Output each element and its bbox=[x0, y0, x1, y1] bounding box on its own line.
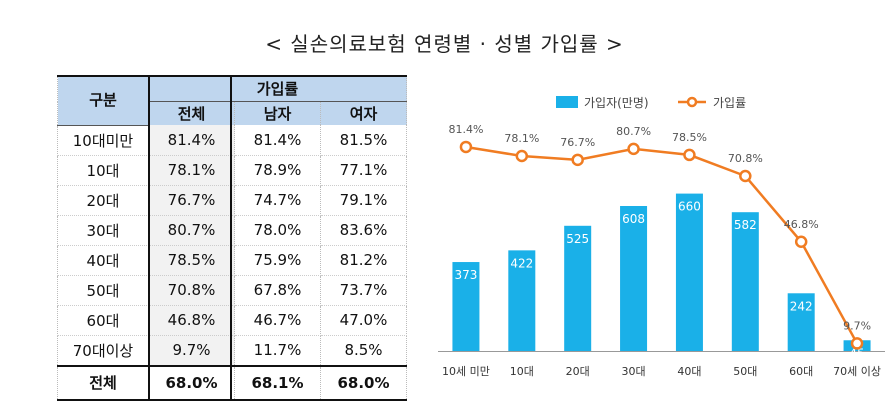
row-label: 60대 bbox=[57, 305, 149, 336]
rate-point bbox=[850, 337, 864, 350]
rate-data-label: 70.8% bbox=[728, 152, 763, 165]
cell-male: 78.9% bbox=[234, 155, 321, 186]
row-label: 50대 bbox=[57, 275, 149, 306]
legend-bar-swatch bbox=[556, 96, 578, 108]
rate-data-label: 9.7% bbox=[843, 319, 871, 332]
cell-male: 68.1% bbox=[234, 364, 321, 399]
bar bbox=[508, 250, 536, 351]
cell-male: 11.7% bbox=[234, 335, 321, 366]
rate-line bbox=[465, 145, 859, 345]
row-label: 40대 bbox=[57, 245, 149, 276]
cell-male: 67.8% bbox=[234, 275, 321, 306]
cell-female: 73.7% bbox=[320, 275, 407, 306]
rate-point bbox=[459, 140, 473, 154]
cell-total: 81.4% bbox=[148, 125, 235, 156]
table-total-row: 전체 68.0% 68.1% 68.0% bbox=[57, 364, 407, 399]
table-row: 30대 80.7% 78.0% 83.6% bbox=[57, 215, 407, 246]
bar bbox=[731, 212, 759, 351]
rate-data-label: 81.4% bbox=[448, 123, 483, 136]
rate-data-label: 46.8% bbox=[784, 218, 819, 231]
cell-female: 81.5% bbox=[320, 125, 407, 156]
row-label: 20대 bbox=[57, 185, 149, 216]
x-tick-label: 20대 bbox=[566, 365, 590, 378]
table-row: 60대 46.8% 46.7% 47.0% bbox=[57, 305, 407, 336]
group-header: 구분 bbox=[57, 75, 149, 126]
cell-female: 68.0% bbox=[320, 364, 407, 399]
page-title: < 실손의료보험 연령별 · 성별 가입률 > bbox=[265, 32, 624, 56]
cell-male: 74.7% bbox=[234, 185, 321, 216]
col-header-female: 여자 bbox=[320, 101, 407, 125]
cell-male: 81.4% bbox=[234, 125, 321, 156]
cell-total: 78.5% bbox=[148, 245, 235, 276]
row-label: 70대이상 bbox=[57, 335, 149, 366]
cell-male: 46.7% bbox=[234, 305, 321, 336]
bar bbox=[452, 262, 480, 351]
rate-point bbox=[683, 148, 696, 162]
rate-data-label: 80.7% bbox=[616, 125, 651, 138]
x-tick-label: 30대 bbox=[622, 365, 646, 378]
enrollment-rate-table: 구분 가입률 전체 남자 여자 10대미만 81.4% 81.4% 81.5% 10대 7… bbox=[57, 75, 407, 399]
table-row: 40대 78.5% 75.9% 81.2% bbox=[57, 245, 407, 276]
rate-data-label: 78.1% bbox=[504, 132, 539, 145]
legend-bar-label: 가입자(만명) bbox=[584, 96, 649, 110]
bar-data-label: 525 bbox=[566, 232, 589, 246]
cell-total: 70.8% bbox=[148, 275, 235, 306]
cell-female: 83.6% bbox=[320, 215, 407, 246]
x-tick-label: 70세 이상 bbox=[833, 365, 881, 378]
row-label: 30대 bbox=[57, 215, 149, 246]
bar-data-label: 45 bbox=[849, 346, 864, 360]
cell-total: 76.7% bbox=[148, 185, 235, 216]
rate-data-label: 76.7% bbox=[560, 136, 595, 149]
cell-total: 46.8% bbox=[148, 305, 235, 336]
rate-point bbox=[571, 153, 584, 167]
x-tick-label: 50대 bbox=[733, 365, 757, 378]
table-row: 10대 78.1% 78.9% 77.1% bbox=[57, 155, 407, 186]
row-label: 전체 bbox=[57, 364, 149, 399]
cell-female: 81.2% bbox=[320, 245, 407, 276]
rate-data-label: 78.5% bbox=[672, 131, 707, 144]
row-label: 10대 bbox=[57, 155, 149, 186]
x-tick-label: 40대 bbox=[677, 365, 701, 378]
bar bbox=[564, 225, 592, 351]
cell-female: 8.5% bbox=[320, 335, 407, 366]
cell-male: 78.0% bbox=[234, 215, 321, 246]
bar bbox=[787, 293, 815, 351]
legend-line-label: 가입률 bbox=[713, 96, 746, 110]
cell-total: 78.1% bbox=[148, 155, 235, 186]
cell-female: 47.0% bbox=[320, 305, 407, 336]
legend-line-marker bbox=[686, 96, 698, 108]
bar-data-label: 422 bbox=[510, 256, 533, 270]
rate-point bbox=[794, 235, 808, 249]
bar-data-label: 582 bbox=[734, 218, 757, 232]
enrollment-chart: 가입자(만명) 가입률 373 422 525 608 660 582 242 45 10세 미만 1… bbox=[438, 96, 885, 378]
bar bbox=[675, 193, 703, 351]
bar-data-label: 660 bbox=[678, 200, 701, 214]
x-tick-label: 60대 bbox=[789, 365, 813, 378]
x-tick-label: 10대 bbox=[510, 365, 534, 378]
cell-total: 80.7% bbox=[148, 215, 235, 246]
bar-data-label: 608 bbox=[622, 212, 645, 226]
bar-data-label: 373 bbox=[454, 268, 477, 282]
cell-total: 9.7% bbox=[148, 335, 235, 366]
cell-female: 77.1% bbox=[320, 155, 407, 186]
col-header-male: 남자 bbox=[234, 101, 321, 125]
rate-point bbox=[627, 142, 640, 156]
bar bbox=[620, 206, 648, 351]
cell-total: 68.0% bbox=[148, 364, 235, 399]
table-row: 10대미만 81.4% 81.4% 81.5% bbox=[57, 125, 407, 156]
x-tick-label: 10세 미만 bbox=[442, 365, 490, 378]
cell-male: 75.9% bbox=[234, 245, 321, 276]
table-row: 50대 70.8% 67.8% 73.7% bbox=[57, 275, 407, 306]
row-label: 10대미만 bbox=[57, 125, 149, 156]
bar-data-label: 242 bbox=[790, 299, 813, 313]
rate-point bbox=[739, 169, 752, 183]
table-row: 20대 76.7% 74.7% 79.1% bbox=[57, 185, 407, 216]
rate-header: 가입률 bbox=[148, 75, 407, 102]
cell-female: 79.1% bbox=[320, 185, 407, 216]
table-row: 70대이상 9.7% 11.7% 8.5% bbox=[57, 335, 407, 366]
col-header-total: 전체 bbox=[148, 101, 235, 125]
rate-point bbox=[515, 149, 529, 163]
